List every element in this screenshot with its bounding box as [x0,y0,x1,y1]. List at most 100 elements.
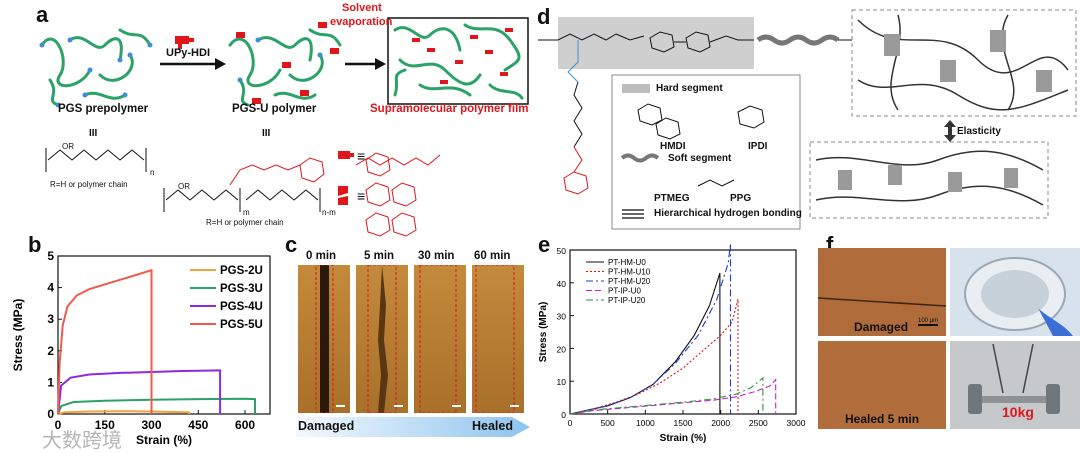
healing-arrow [296,417,530,437]
legend-label: PT-HM-U0 [608,258,646,267]
caption-prepolymer: PGS prepolymer [58,103,149,115]
scale-bar [918,324,938,326]
x-axis-label: Strain (%) [660,433,707,444]
time-5: 5 min [364,250,395,262]
upy-hdi-symbol [338,151,354,159]
y-tick-label: 1 [47,375,54,389]
y-tick-label: 4 [47,281,54,295]
micrograph-30min [414,265,466,413]
legend-label: PT-IP-U0 [608,286,641,295]
plot-frame [57,255,271,415]
y-tick-label: 40 [557,279,567,289]
upy-dimer-symbol [338,186,348,205]
m-label: m [243,208,250,217]
y-tick-label: 30 [557,312,567,322]
micrograph-damaged [818,248,946,336]
series-line-PGS-5U [57,268,153,415]
series-line-PGS-2U [57,410,190,415]
caption-film: Supramolecular polymer film [370,103,529,115]
chart-b: 0 150 300 450 600 0 1 2 3 4 5 Strain (%) Stress (MPa… [11,249,271,447]
panel-f-photos [818,248,1080,429]
x-tick-label: 500 [601,418,615,428]
y-tick-label: 0 [561,410,566,420]
y-axis-label: Stress (MPa) [538,302,549,363]
panel-label-b: b [28,232,42,257]
micrograph-60min [472,265,524,413]
arrow-healed: Healed [472,419,513,433]
evaporation-label: evaporation [330,16,393,28]
panel-d-schematic [538,9,1077,230]
y-tick-label: 3 [47,312,54,326]
arrow-damaged: Damaged [298,419,355,433]
panel-label-c: c [285,232,298,257]
panel-label-f: f [826,232,834,257]
micrograph-healed [818,341,946,429]
series-line-PGS-4U [57,369,222,415]
healed-label: Healed 5 min [845,412,920,426]
hard-segment-band [558,17,754,69]
or-label-2: OR [178,182,190,191]
panel-label-a: a [36,2,49,27]
micrograph-5min [356,265,408,413]
legend-label: PGS-3U [220,283,263,295]
x-tick-label: 600 [235,418,255,432]
x-tick-label: 2000 [711,418,730,428]
upy-hdi-icon [175,36,194,49]
series-line-PT-HM-U20 [569,243,732,415]
hmdi-label: HMDI [660,141,686,152]
or-label-1: OR [62,142,74,151]
y-axis-label: Stress (MPa) [11,299,25,372]
x-tick-label: 450 [188,418,208,432]
y-tick-label: 50 [557,246,567,256]
series-line-PT-IP-U20 [569,376,764,415]
y-tick-label: 10 [557,377,567,387]
scale-label: 100 μm [918,318,939,324]
eq-sign-2: III [262,128,271,139]
nm-label: n-m [322,208,336,217]
soft-segment-label: Soft segment [668,153,732,164]
watermark: 大数跨境 [42,428,122,452]
rgroup-label-1: R=H or polymer chain [50,180,128,189]
hbond-label: Hierarchical hydrogen bonding [654,208,802,219]
ppg-label: PPG [730,193,752,204]
x-tick-label: 0 [55,418,62,432]
y-tick-label: 2 [47,344,54,358]
x-axis-label: Strain (%) [136,433,192,447]
y-tick-label: 0 [47,407,54,421]
micrographs-c [298,265,524,413]
panel-label-e: e [538,232,551,257]
series-line-PT-HM-U10 [569,299,739,415]
micrograph-0min [298,265,350,413]
hard-segment-swatch [622,84,650,93]
soft-segment-swatch [620,153,660,163]
rgroup-label-2: R=H or polymer chain [206,218,284,227]
legend-label: PT-HM-U10 [608,267,651,276]
elasticity-label: Elasticity [957,126,1001,137]
equiv-2: ≡ [357,188,366,204]
series-line-PT-HM-U0 [569,272,721,415]
ipdi-label: IPDI [748,141,768,152]
time-0: 0 min [306,250,337,262]
x-tick-label: 2500 [749,418,768,428]
chart-e: 0 500 1000 1500 2000 2500 3000 0 10 20 30 40 50 Strai… [538,243,806,444]
y-tick-label: 5 [47,249,54,263]
n-label-1: n [150,168,155,177]
legend-label: PGS-4U [220,301,263,313]
x-tick-label: 300 [142,418,162,432]
legend-label: PT-IP-U20 [608,296,646,305]
pgsu-network [228,28,342,107]
ptmeg-label: PTMEG [654,193,690,204]
x-tick-label: 150 [95,418,115,432]
panel-a-schematic [39,17,529,237]
weight-label: 10kg [1002,404,1034,420]
legend-label: PGS-2U [220,265,263,277]
x-tick-label: 3000 [787,418,806,428]
x-tick-label: 0 [568,418,573,428]
x-tick-label: 1500 [674,418,693,428]
time-60: 60 min [474,250,511,262]
solvent-label: Solvent [342,2,382,14]
equiv-1: ≡ [357,148,366,164]
panel-label-d: d [537,4,551,29]
hard-segment-label: Hard segment [656,83,723,94]
time-30: 30 min [418,250,455,262]
